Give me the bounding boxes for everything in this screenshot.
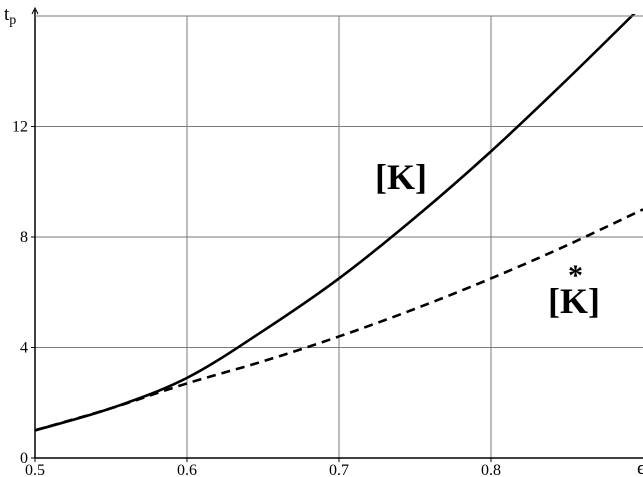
y-tick-label: 12 [12,119,28,136]
grid [35,16,643,458]
x-axis-label: ϵ [637,458,643,477]
y-axis-label: tp [4,4,16,28]
x-tick-label: 0.5 [25,462,45,477]
tick-labels: 0.5 0.6 0.7 0.8 0 4 8 12 [12,119,501,477]
series-label-k: [K] [375,157,427,197]
y-tick-label: 8 [20,229,28,246]
plot-frame [31,8,643,462]
x-tick-label: 0.8 [481,462,501,477]
series-label-kstar: [K] [548,281,600,321]
x-tick-label: 0.7 [329,462,349,477]
y-tick-label: 4 [20,340,28,357]
x-tick-label: 0.6 [177,462,197,477]
y-tick-label: 0 [20,450,28,467]
